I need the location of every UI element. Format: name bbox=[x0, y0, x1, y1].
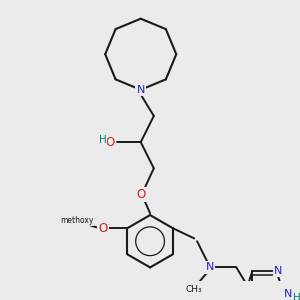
Text: H: H bbox=[293, 293, 300, 300]
Text: N: N bbox=[206, 262, 214, 272]
Text: CH₃: CH₃ bbox=[185, 285, 202, 294]
Text: H: H bbox=[98, 135, 106, 145]
Text: N: N bbox=[274, 266, 283, 276]
Text: methoxy: methoxy bbox=[60, 216, 94, 225]
Text: N: N bbox=[284, 290, 292, 299]
Text: O: O bbox=[98, 222, 108, 235]
Text: N: N bbox=[136, 85, 145, 95]
Text: O: O bbox=[136, 188, 146, 201]
Text: O: O bbox=[105, 136, 115, 148]
